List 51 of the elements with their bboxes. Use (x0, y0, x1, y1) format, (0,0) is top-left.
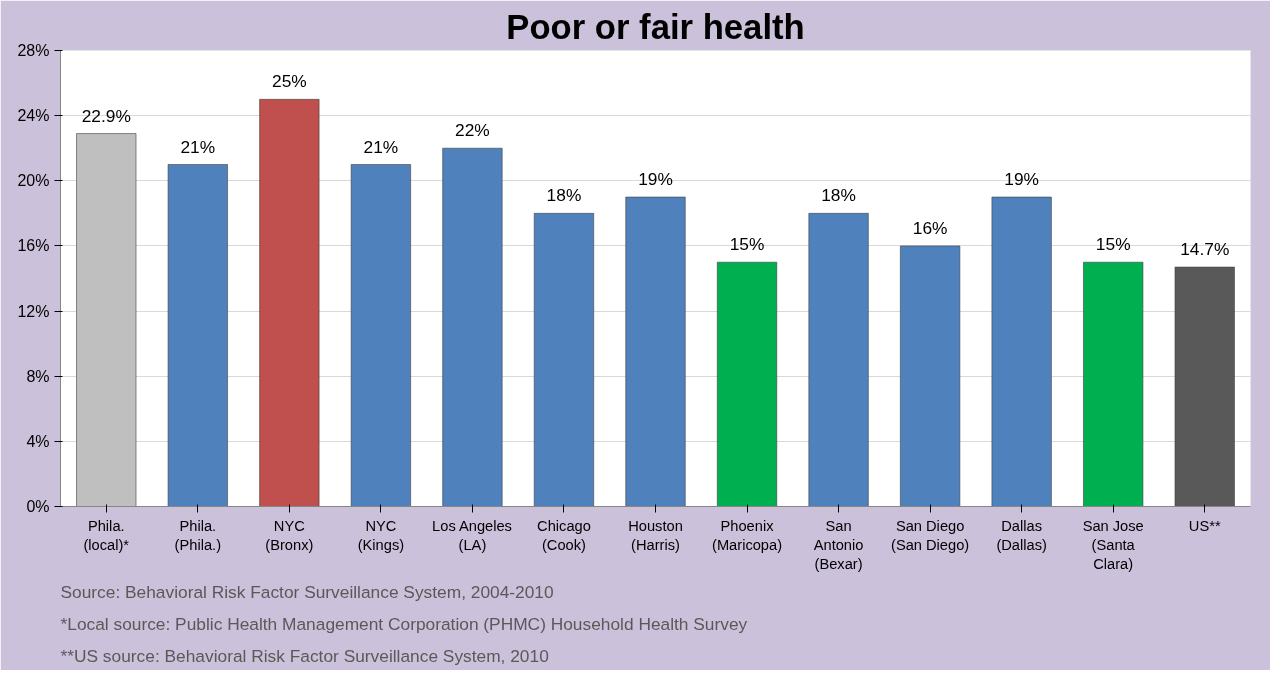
x-tick-label: Houston (Harris) (628, 517, 683, 553)
chart-title: Poor or fair health (506, 7, 805, 46)
data-label: 16% (912, 217, 948, 238)
bar (350, 164, 411, 507)
data-label: 14.7% (1180, 239, 1230, 260)
x-tick-label: NYC (Bronx) (265, 517, 314, 553)
x-tick-label: Dallas (Dallas) (996, 517, 1047, 553)
bar (808, 213, 869, 507)
source-note: Source: Behavioral Risk Factor Surveillance System, 2004-2010 (60, 581, 554, 602)
x-tick-label: Phila. (Phila.) (174, 517, 222, 553)
data-label: 18% (546, 185, 582, 206)
data-label: 15% (1095, 234, 1131, 255)
x-tick-label: Phoenix (Maricopa) (712, 517, 783, 553)
bar (1083, 261, 1144, 507)
x-tick-label: US** (1188, 517, 1221, 534)
data-label: 15% (729, 234, 765, 255)
x-tick-label: Phila. (local)* (83, 517, 130, 553)
bar (76, 133, 137, 507)
bar (167, 164, 228, 507)
data-label: 21% (180, 136, 216, 157)
y-tick-label: 24% (17, 107, 50, 125)
data-label: 22.9% (81, 105, 131, 126)
data-label: 18% (821, 185, 856, 206)
bar (442, 147, 503, 507)
y-tick-label: 28% (17, 42, 50, 59)
y-tick-label: 0% (26, 498, 50, 515)
bar (991, 196, 1052, 507)
y-tick-label: 20% (17, 172, 50, 190)
data-label: 25% (272, 71, 307, 92)
bar (900, 245, 961, 507)
bar (533, 213, 595, 507)
bar (716, 261, 778, 507)
y-tick-label: 8% (26, 367, 50, 385)
y-tick-label: 4% (26, 432, 50, 450)
data-label: 19% (638, 169, 673, 190)
bar (259, 99, 320, 507)
y-tick-label: 12% (17, 302, 50, 320)
x-tick-label: Los Angeles (LA) (432, 517, 512, 553)
x-tick-label: San Jose (Santa Clara) (1082, 517, 1144, 572)
data-label: 22% (455, 120, 490, 141)
x-tick-label: San Antonio (Bexar) (813, 517, 864, 572)
bar (1174, 266, 1235, 507)
bar (625, 196, 686, 507)
data-label: 19% (1004, 169, 1039, 190)
text: **US source: Behavioral Risk Factor Surveillance System, 2010 (60, 645, 549, 666)
x-tick-label: Chicago (Cook) (537, 517, 591, 553)
y-tick-label: 16% (17, 237, 50, 255)
x-tick-label: San Diego (San Diego) (891, 517, 970, 553)
text: *Local source: Public Health Management Corporation (PHMC) Household Health Survey (60, 613, 748, 634)
x-tick-label: NYC (Kings) (357, 517, 405, 553)
data-label: 21% (363, 136, 399, 157)
